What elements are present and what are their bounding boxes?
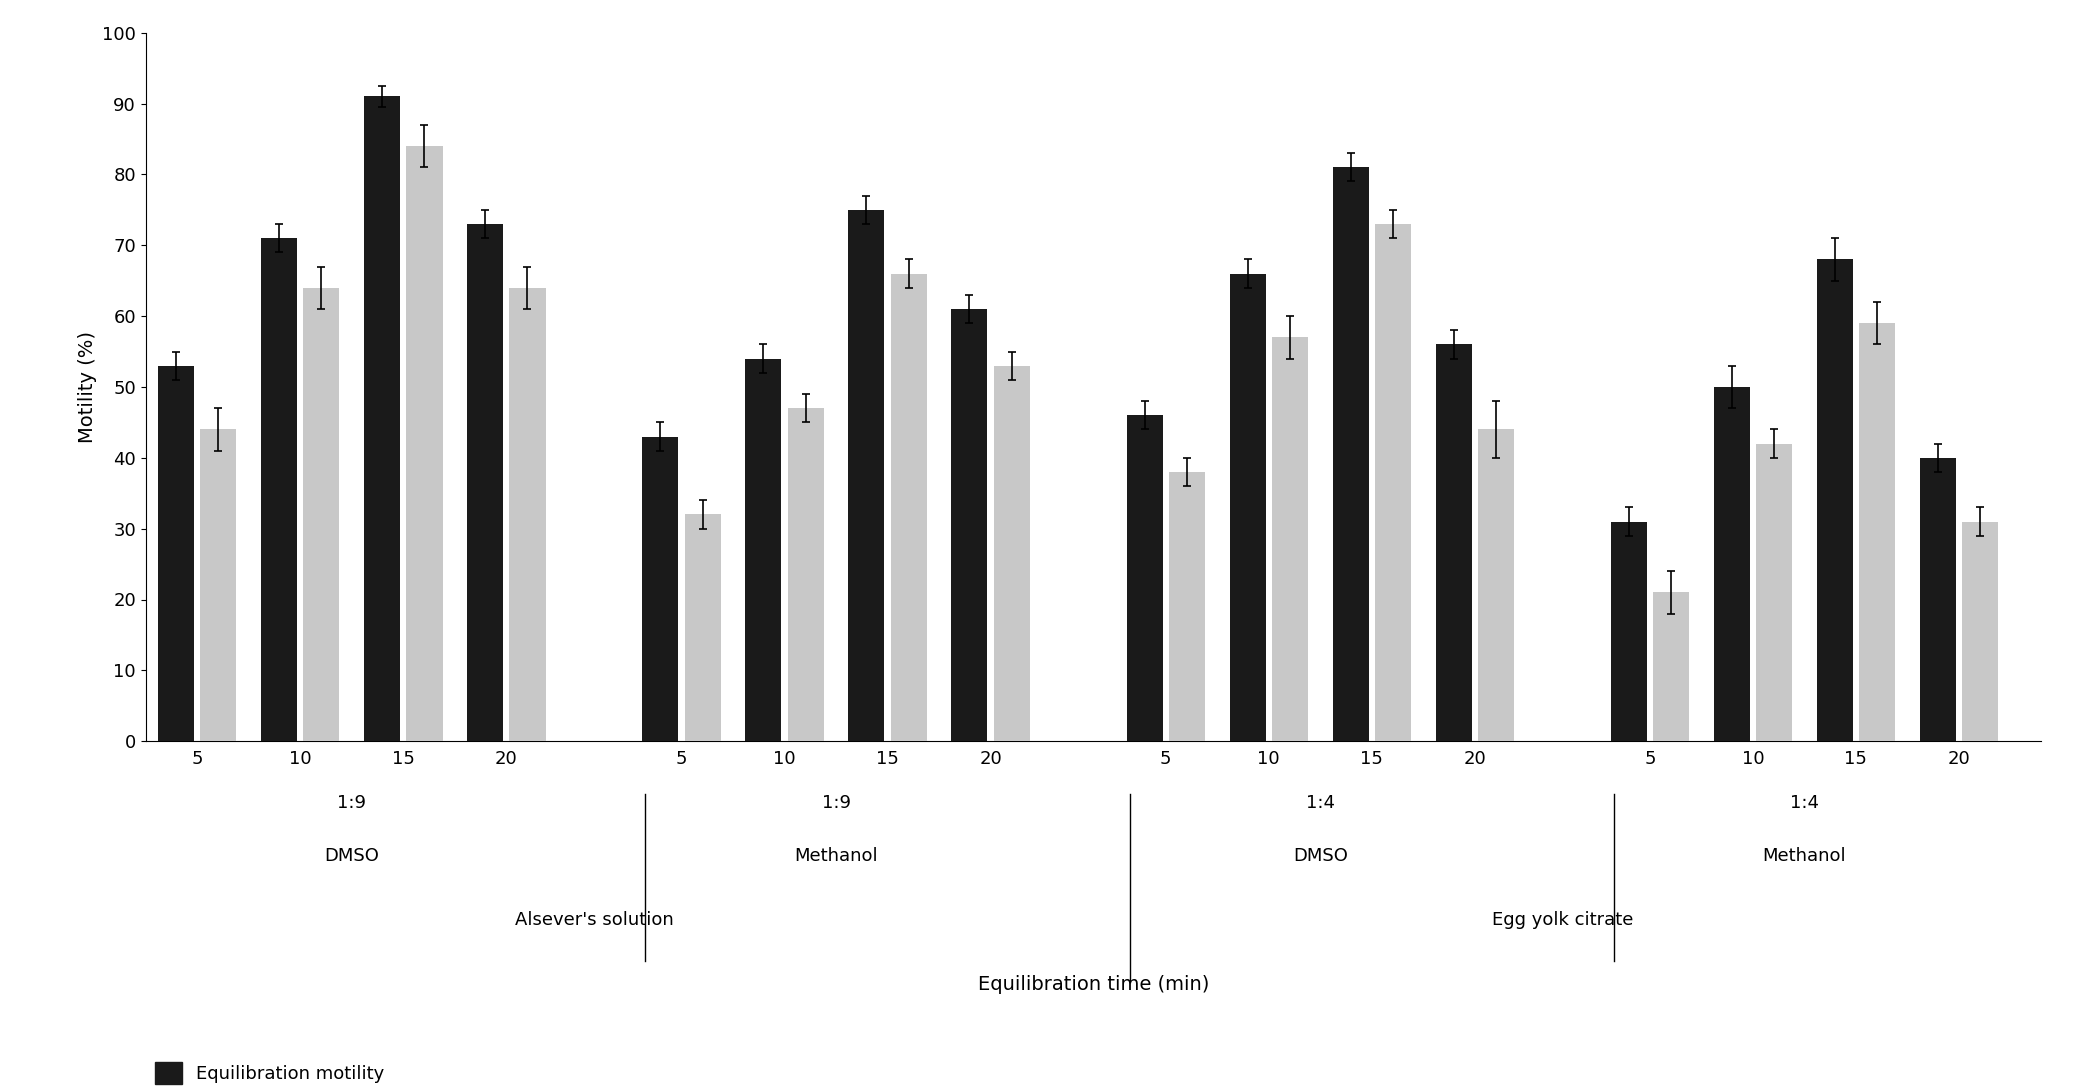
Text: Methanol: Methanol bbox=[1762, 847, 1846, 865]
Bar bbox=[1816, 259, 1852, 741]
Bar bbox=[642, 436, 679, 741]
Y-axis label: Motility (%): Motility (%) bbox=[77, 331, 96, 443]
Bar bbox=[1273, 338, 1308, 741]
Bar bbox=[1714, 387, 1750, 741]
Bar bbox=[848, 209, 885, 741]
Bar bbox=[1921, 458, 1956, 741]
Bar bbox=[365, 97, 400, 741]
Text: DMSO: DMSO bbox=[1294, 847, 1348, 865]
Text: DMSO: DMSO bbox=[325, 847, 379, 865]
Bar bbox=[1858, 323, 1896, 741]
Text: 1:4: 1:4 bbox=[1306, 795, 1335, 812]
Text: Equilibration time (min): Equilibration time (min) bbox=[977, 974, 1210, 994]
Text: Alsever's solution: Alsever's solution bbox=[515, 911, 673, 930]
Text: 1:9: 1:9 bbox=[337, 795, 367, 812]
Text: Methanol: Methanol bbox=[794, 847, 877, 865]
Bar bbox=[1756, 444, 1791, 741]
Bar bbox=[304, 288, 340, 741]
Bar bbox=[1333, 167, 1369, 741]
Bar bbox=[406, 146, 442, 741]
Bar bbox=[1435, 344, 1473, 741]
Bar bbox=[260, 238, 298, 741]
Text: Egg yolk citrate: Egg yolk citrate bbox=[1491, 911, 1633, 930]
Bar bbox=[1962, 521, 1998, 741]
Text: 1:9: 1:9 bbox=[821, 795, 850, 812]
Bar bbox=[1229, 274, 1266, 741]
Bar bbox=[467, 223, 504, 741]
Bar bbox=[1654, 592, 1689, 741]
Bar bbox=[1477, 429, 1514, 741]
Bar bbox=[787, 408, 823, 741]
Text: 1:4: 1:4 bbox=[1789, 795, 1818, 812]
Legend: Equilibration motility, Postthaw motility: Equilibration motility, Postthaw motilit… bbox=[154, 1062, 385, 1090]
Bar bbox=[1610, 521, 1648, 741]
Bar bbox=[1375, 223, 1410, 741]
Bar bbox=[1127, 415, 1162, 741]
Bar bbox=[510, 288, 546, 741]
Bar bbox=[685, 514, 721, 741]
Bar bbox=[158, 365, 194, 741]
Bar bbox=[746, 359, 781, 741]
Bar bbox=[1169, 472, 1204, 741]
Bar bbox=[200, 429, 237, 741]
Bar bbox=[994, 365, 1029, 741]
Bar bbox=[952, 310, 987, 741]
Bar bbox=[892, 274, 927, 741]
